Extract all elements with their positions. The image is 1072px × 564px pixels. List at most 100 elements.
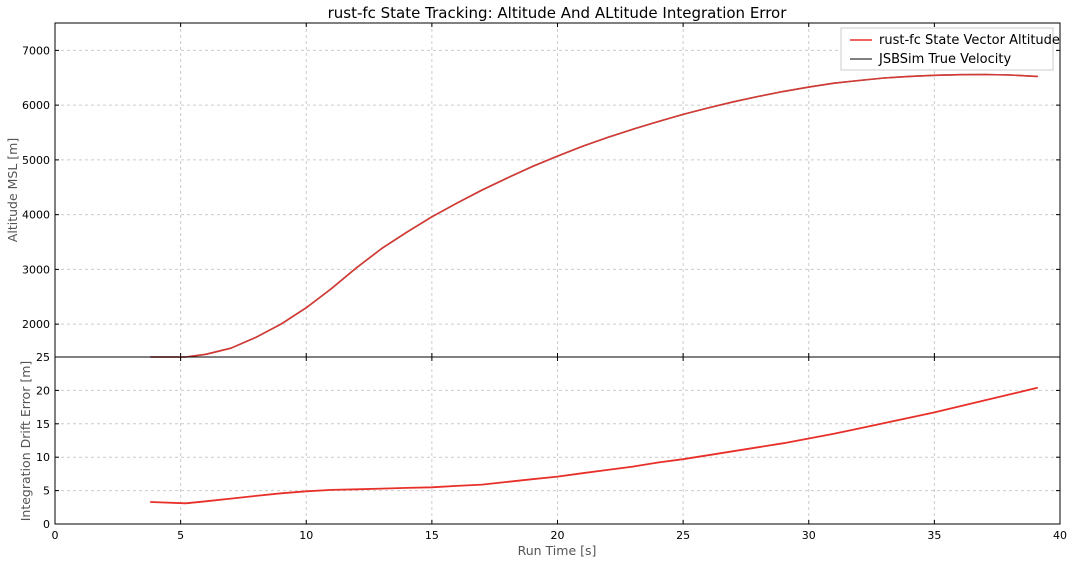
drift-error-data-point bbox=[858, 427, 860, 430]
altitude-data-point bbox=[456, 202, 458, 204]
altitude-data-point bbox=[506, 177, 508, 179]
drift-error-data-point bbox=[205, 500, 207, 502]
drift-error-data-point bbox=[456, 485, 458, 487]
x-axis-label: Run Time [s] bbox=[518, 543, 597, 558]
altitude-data-point bbox=[933, 74, 936, 76]
altitude-data-point bbox=[481, 189, 483, 191]
drift-error-y-tick-label: 0 bbox=[43, 518, 50, 531]
drift-error-y-tick-label: 25 bbox=[36, 351, 50, 364]
altitude-data-point bbox=[984, 73, 986, 76]
x-tick-label: 35 bbox=[927, 529, 941, 542]
drift-error-data-point bbox=[1009, 393, 1011, 395]
altitude-series-line bbox=[150, 73, 1038, 358]
drift-error-data-point bbox=[556, 476, 559, 478]
drift-error-data-point bbox=[984, 399, 986, 401]
drift-error-data-point bbox=[149, 501, 152, 503]
altitude-y-tick-label: 6000 bbox=[22, 99, 50, 112]
altitude-data-point bbox=[1009, 74, 1011, 76]
altitude-data-point bbox=[355, 267, 358, 269]
drift-error-data-point bbox=[280, 492, 282, 494]
drift-error-data-point bbox=[933, 411, 936, 413]
altitude-data-point bbox=[280, 323, 282, 325]
legend-box bbox=[840, 27, 1054, 71]
drift-error-data-point bbox=[355, 488, 358, 490]
altitude-data-point bbox=[431, 216, 433, 218]
drift-error-series-group bbox=[149, 386, 1038, 505]
altitude-data-point bbox=[657, 121, 659, 123]
altitude-data-point bbox=[406, 231, 408, 233]
altitude-y-tick-label: 5000 bbox=[22, 154, 50, 167]
drift-error-data-point bbox=[607, 469, 609, 471]
drift-error-data-point bbox=[657, 461, 659, 464]
altitude-data-point bbox=[783, 90, 785, 92]
drift-error-data-point bbox=[330, 489, 332, 491]
altitude-y-tick-label: 2000 bbox=[22, 318, 50, 331]
drift-error-data-point bbox=[808, 437, 810, 440]
altitude-data-point bbox=[883, 77, 885, 79]
altitude-y-tick-label: 4000 bbox=[22, 209, 50, 222]
drift-error-ticks: 0 5 10 15 20 25 30 35 40 0 5 10 15 20 25 bbox=[36, 351, 1067, 542]
altitude-data-point bbox=[330, 288, 332, 290]
altitude-data-point bbox=[531, 165, 534, 168]
x-tick-label: 15 bbox=[425, 529, 439, 542]
drift-error-data-point bbox=[958, 405, 961, 407]
altitude-data-point bbox=[858, 79, 860, 82]
altitude-y-tick-label: 7000 bbox=[22, 44, 50, 57]
legend-label-jsbsim: JSBSim True Velocity bbox=[878, 52, 1011, 67]
chart-title: rust-fc State Tracking: Altitude And ALt… bbox=[328, 4, 788, 22]
altitude-data-point bbox=[757, 95, 760, 97]
altitude-data-point bbox=[682, 113, 684, 115]
drift-error-data-point bbox=[783, 442, 785, 444]
drift-error-data-point bbox=[185, 502, 187, 504]
legend: rust-fc State Vector Altitude JSBSim Tru… bbox=[840, 27, 1060, 71]
drift-error-grid bbox=[55, 357, 1060, 524]
drift-error-data-point bbox=[682, 458, 684, 460]
altitude-series-group bbox=[149, 73, 1038, 358]
x-tick-label: 5 bbox=[177, 529, 184, 542]
drift-error-y-tick-label: 20 bbox=[36, 384, 50, 397]
drift-error-y-tick-label: 5 bbox=[43, 485, 50, 498]
x-tick-label: 10 bbox=[299, 529, 313, 542]
drift-error-data-point bbox=[908, 417, 910, 419]
altitude-y-axis-label: Altitude MSL [m] bbox=[5, 138, 20, 242]
legend-label-state-vector: rust-fc State Vector Altitude bbox=[879, 33, 1060, 48]
altitude-data-point bbox=[205, 353, 207, 355]
altitude-y-tick-label: 3000 bbox=[22, 263, 50, 276]
x-tick-label: 30 bbox=[802, 529, 816, 542]
drift-error-data-point bbox=[732, 450, 735, 452]
altitude-data-point bbox=[556, 155, 559, 157]
drift-error-data-point bbox=[1036, 387, 1038, 389]
drift-error-data-point bbox=[707, 454, 709, 456]
x-tick-label: 20 bbox=[551, 529, 565, 542]
drift-error-y-tick-label: 10 bbox=[36, 451, 50, 464]
altitude-data-point bbox=[632, 128, 634, 130]
drift-error-data-point bbox=[531, 478, 534, 480]
drift-error-y-tick-label: 15 bbox=[36, 418, 50, 431]
drift-error-data-point bbox=[833, 433, 835, 435]
altitude-data-point bbox=[607, 136, 609, 138]
altitude-data-point bbox=[1036, 75, 1038, 77]
altitude-data-point bbox=[582, 145, 584, 147]
x-tick-label: 0 bbox=[52, 529, 59, 542]
drift-error-plot-frame bbox=[54, 356, 1061, 525]
drift-error-y-axis-label: Integration Drift Error [m] bbox=[18, 361, 33, 522]
altitude-data-point bbox=[381, 248, 383, 250]
drift-error-data-point bbox=[582, 472, 584, 474]
drift-error-data-point bbox=[381, 488, 383, 490]
altitude-ticks: 2000 3000 4000 5000 6000 7000 bbox=[22, 23, 1061, 357]
drift-error-data-point bbox=[757, 446, 760, 448]
altitude-data-point bbox=[707, 107, 709, 109]
altitude-data-point bbox=[833, 82, 835, 84]
altitude-data-point bbox=[230, 347, 232, 349]
drift-error-data-point bbox=[305, 490, 307, 492]
altitude-data-point bbox=[255, 336, 257, 338]
drift-error-data-point bbox=[506, 481, 508, 483]
drift-error-panel: 0 5 10 15 20 25 30 35 40 0 5 10 15 20 25 Integration D… bbox=[18, 351, 1067, 558]
drift-error-data-point bbox=[406, 487, 408, 489]
drift-error-data-point bbox=[431, 486, 433, 488]
drift-error-data-point bbox=[481, 484, 483, 486]
drift-error-data-point bbox=[255, 495, 257, 497]
drift-error-data-point bbox=[230, 498, 232, 500]
